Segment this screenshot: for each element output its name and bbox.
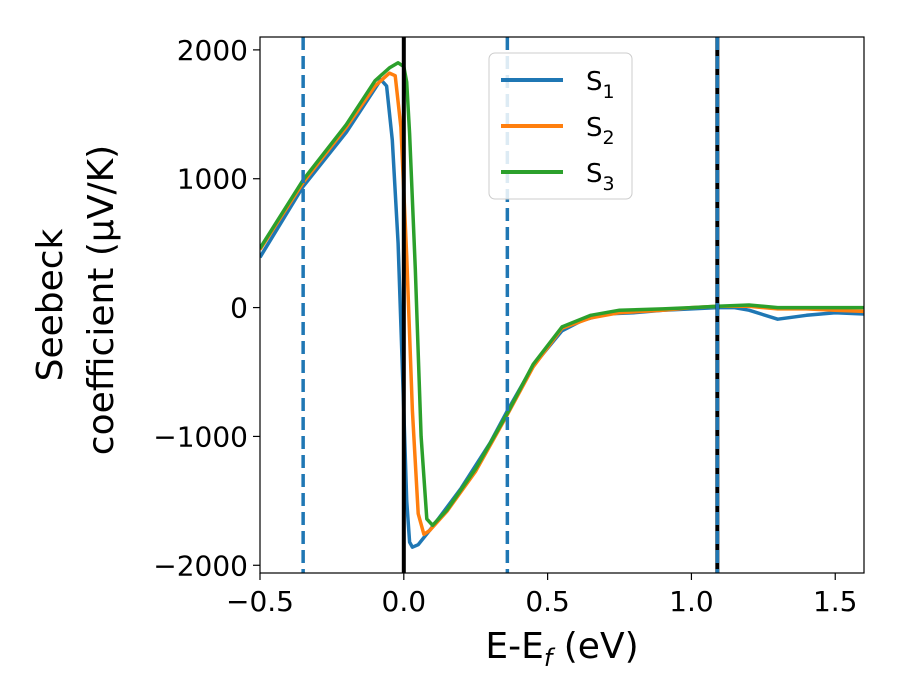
- x-tick-label: 0.5: [525, 585, 570, 618]
- y-tick-label: 0: [230, 292, 248, 325]
- y-tick-label: 1000: [177, 163, 248, 196]
- y-axis-title-line1: Seebeck: [30, 228, 71, 381]
- x-axis-ticks: −0.5 0.0 0.5 1.0 1.5: [226, 573, 858, 618]
- y-tick-label: 2000: [177, 34, 248, 67]
- y-axis-ticks: −2000 −1000 0 1000 2000: [153, 34, 260, 582]
- legend-label-s3: S3: [586, 159, 615, 195]
- legend-label-s1: S1: [586, 67, 615, 103]
- y-tick-label: −1000: [153, 420, 248, 453]
- x-tick-label: 1.5: [813, 585, 858, 618]
- series-lines: [260, 61, 864, 549]
- x-tick-label: −0.5: [226, 585, 294, 618]
- reference-lines: [301, 37, 720, 573]
- legend: S1 S2 S3: [488, 52, 633, 200]
- plot-frame: [259, 36, 865, 574]
- x-tick-label: 1.0: [669, 585, 714, 618]
- series-line-s3: [260, 61, 864, 528]
- y-axis-title-line2: coefficient (μV/K): [81, 145, 122, 455]
- x-tick-label: 0.0: [382, 585, 427, 618]
- legend-label-s2: S2: [586, 113, 615, 149]
- x-axis-title: E-Ef (eV): [485, 626, 638, 672]
- y-tick-label: −2000: [153, 549, 248, 582]
